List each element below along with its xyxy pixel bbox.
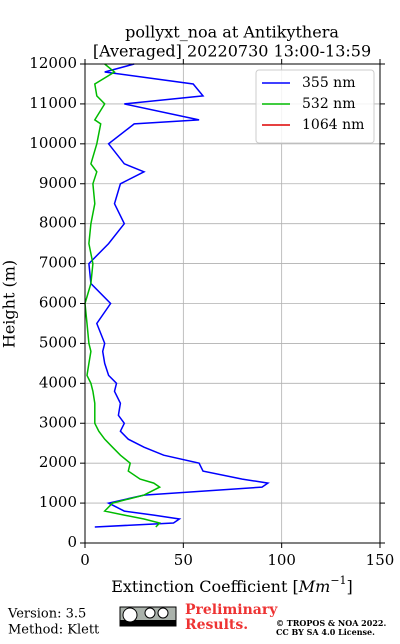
x-tick-label: 100 [267, 551, 296, 569]
preliminary: Results. [185, 617, 248, 633]
x-axis-label: Extinction Coefficient [Mm−1] [111, 574, 353, 596]
y-tick-label: 0 [67, 533, 77, 551]
x-label-exponent: −1 [330, 574, 346, 587]
y-axis-label: Height (m) [0, 260, 19, 348]
x-tick-label: 150 [366, 551, 395, 569]
y-tick-label: 3000 [39, 413, 77, 431]
y-tick-label: 12000 [29, 54, 77, 72]
x-tick-label: 0 [80, 551, 90, 569]
x-label-unit: Mm [298, 577, 331, 596]
preliminary: Preliminary [185, 602, 278, 618]
y-tick-label: 4000 [39, 373, 77, 391]
legend-label: 532 nm [302, 96, 355, 112]
y-tick-label: 2000 [39, 453, 77, 471]
y-tick-label: 6000 [39, 294, 77, 312]
y-tick-label: 11000 [29, 94, 77, 112]
plot-area [84, 63, 381, 544]
version: Version: 3.5 [7, 607, 86, 622]
legend: 355 nm 532 nm 1064 nm [255, 69, 375, 144]
legend-label: 1064 nm [302, 117, 364, 133]
y-tick-label: 1000 [39, 493, 77, 511]
profile-line [88, 63, 270, 528]
copyright: © TROPOS & NOA 2022. [276, 618, 386, 628]
x-label-text: Extinction Coefficient [ [111, 577, 299, 596]
legend-label: 355 nm [302, 75, 355, 91]
x-label-close: ] [347, 577, 353, 596]
method: Method: Klett [8, 623, 100, 638]
y-tick-label: 7000 [39, 254, 77, 272]
y-tick-label: 10000 [29, 134, 77, 152]
y-tick-label: 8000 [39, 214, 77, 232]
chart-title: pollyxt_noa at Antikythera [125, 23, 339, 42]
copyright: CC BY SA 4.0 License. [276, 627, 375, 637]
y-tick-label: 5000 [39, 333, 77, 351]
x-tick-label: 50 [174, 551, 193, 569]
y-tick-label: 9000 [39, 174, 77, 192]
chart-subtitle: [Averaged] 20220730 13:00-13:59 [93, 42, 371, 61]
profile-line [84, 63, 162, 528]
license-badge [119, 606, 177, 627]
